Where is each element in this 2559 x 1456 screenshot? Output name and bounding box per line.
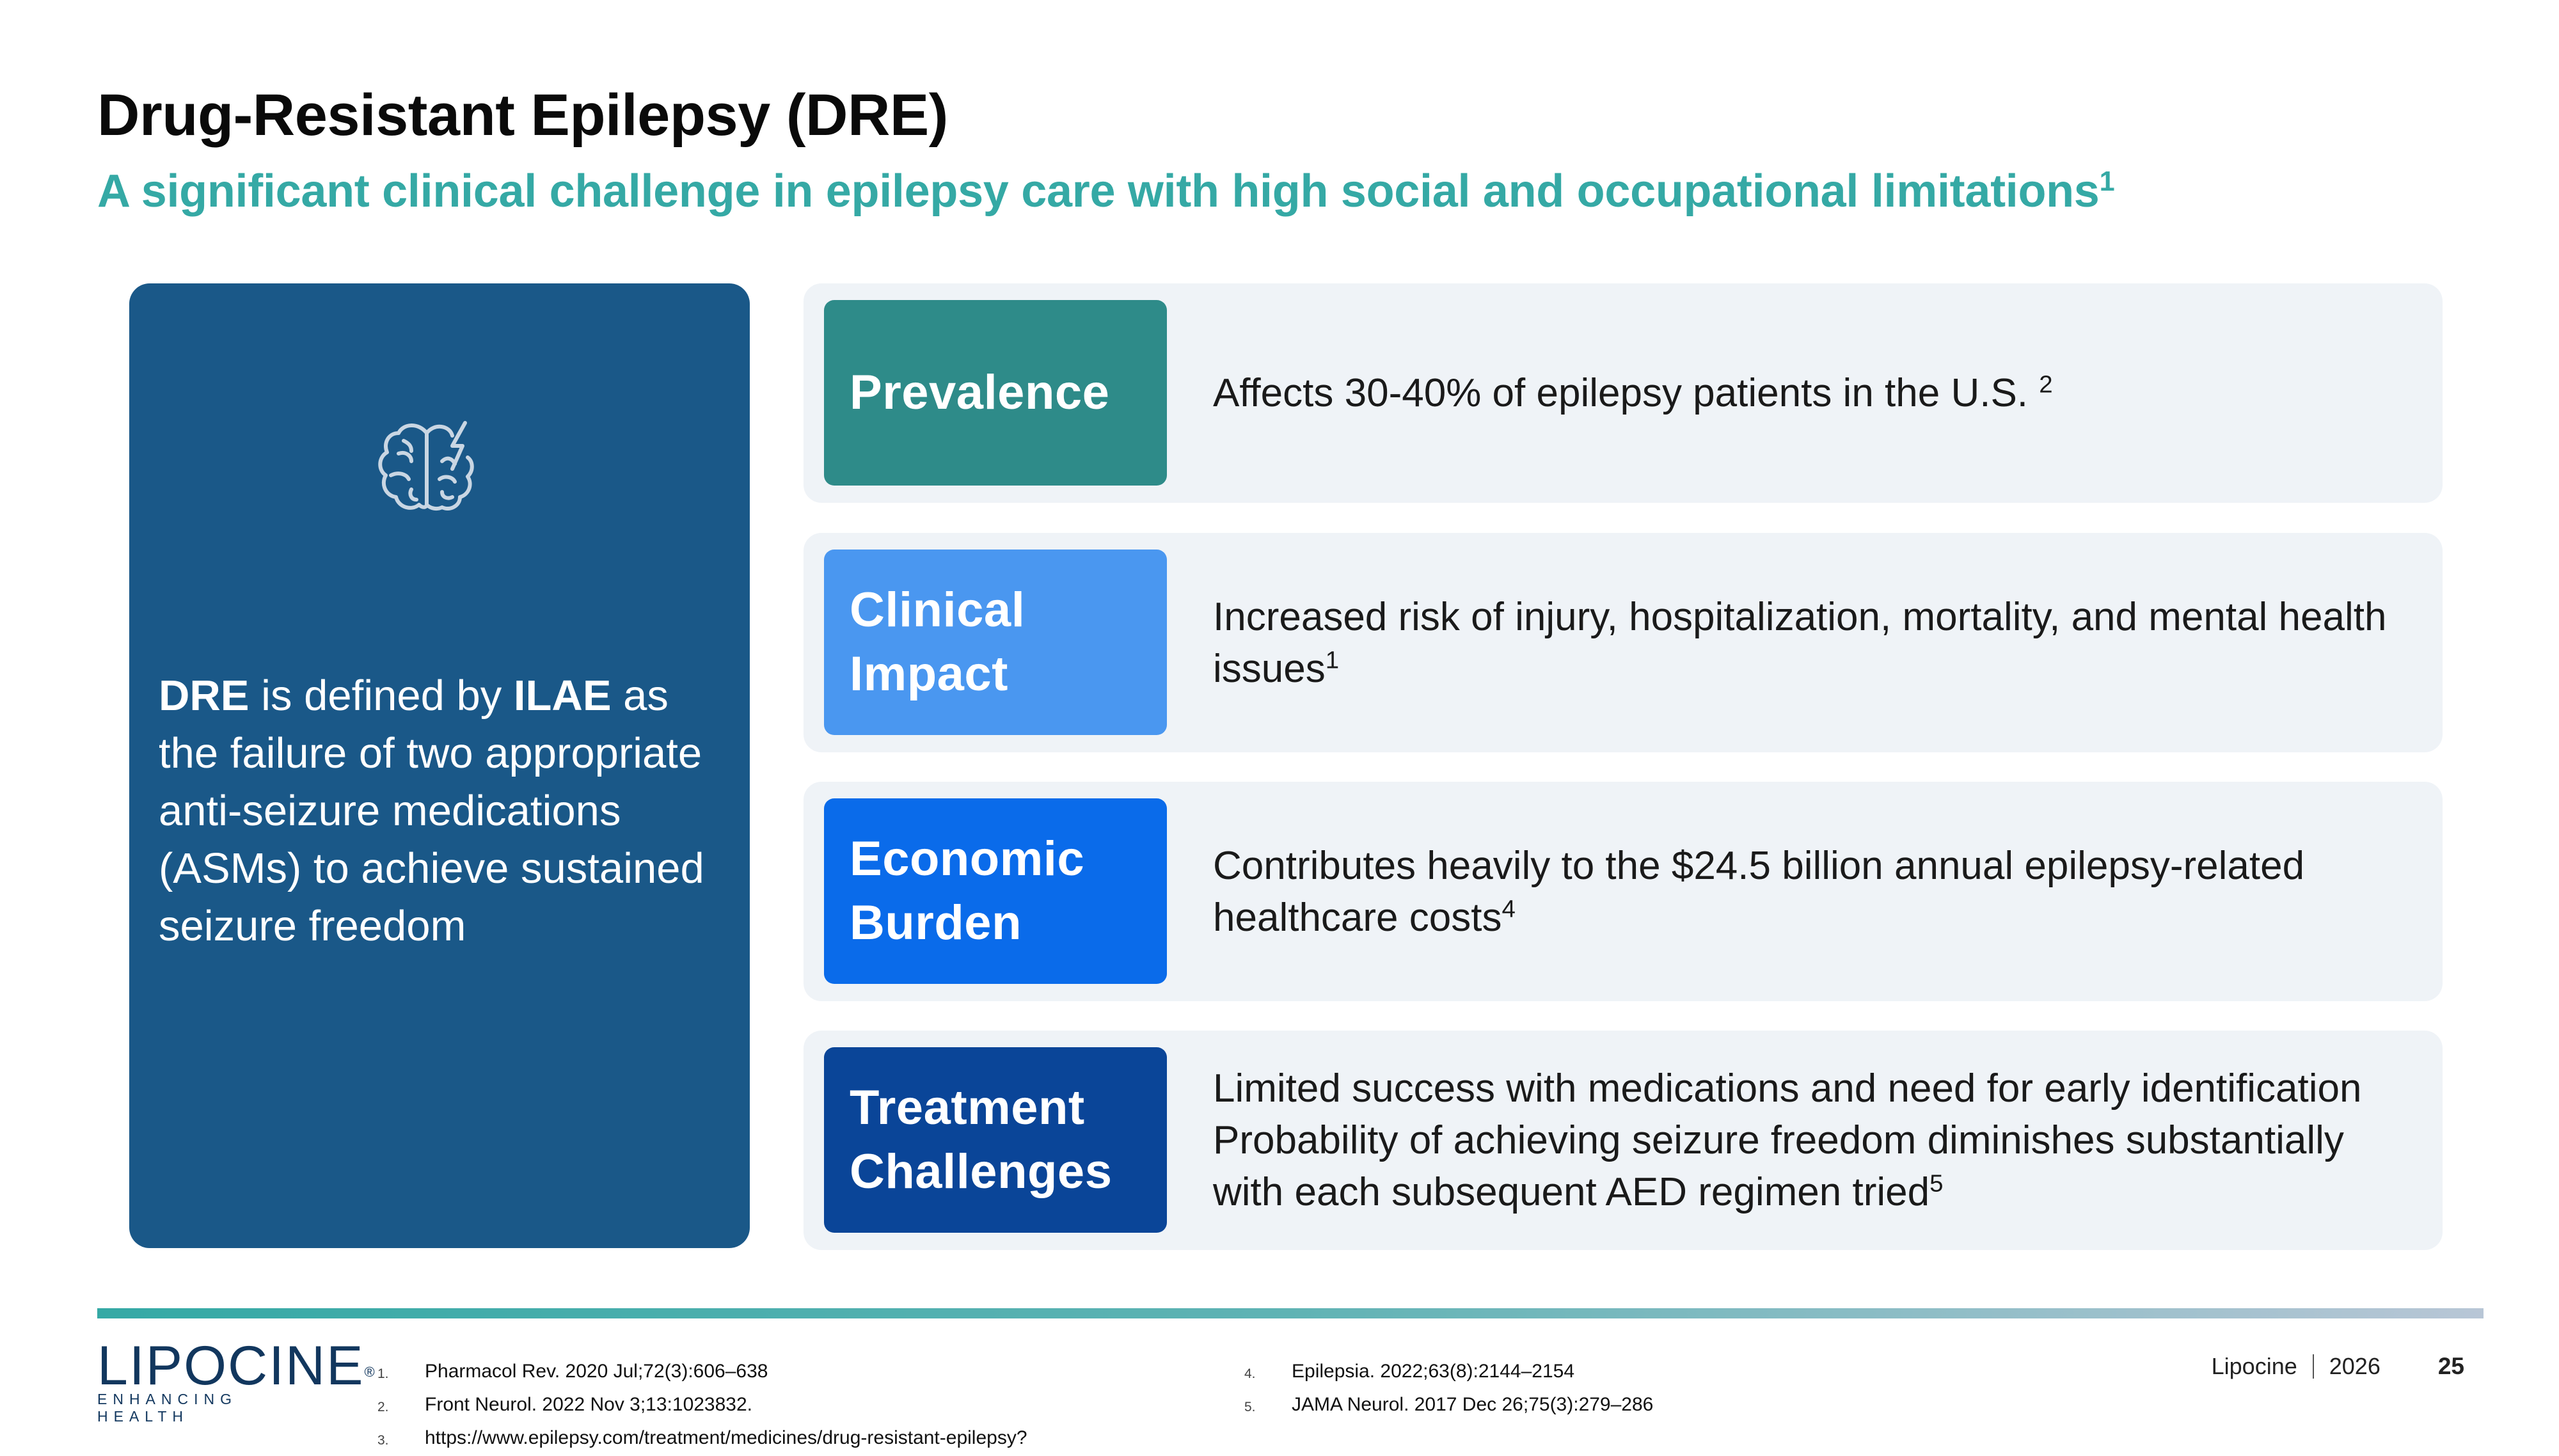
subtitle-text: A significant clinical challenge in epil… [97,166,2100,217]
reference-item: 1. Pharmacol Rev. 2020 Jul;72(3):606–638 [377,1356,1027,1389]
reference-item: 5. JAMA Neurol. 2017 Dec 26;75(3):279–286 [1244,1389,1653,1423]
footnote-marker: 5 [1929,1169,1944,1198]
ilae-term: ILAE [513,672,612,720]
dre-term: DRE [159,672,250,720]
footnote-marker: 2 [2039,370,2053,399]
brain-lightning-icon [378,421,474,511]
reference-text: Front Neurol. 2022 Nov 3;13:1023832. [425,1394,753,1415]
company-logo: LIPOCINE® ENHANCING HEALTH [97,1337,375,1425]
reference-number: 4. [1244,1366,1256,1381]
footer-year: 2026 [2329,1353,2381,1379]
footer-meta: Lipocine 2026 25 [2212,1353,2464,1380]
reference-link[interactable]: https://www.epilepsy.com/treatment/medic… [425,1427,1027,1448]
row-description: Affects 30-40% of epilepsy patients in t… [1213,283,2391,503]
reference-text: Pharmacol Rev. 2020 Jul;72(3):606–638 [425,1361,768,1382]
reference-number: 2. [377,1400,389,1414]
definition-panel: DRE is defined by ILAE as the failure of… [129,283,750,1248]
tag-economic-burden: Economic Burden [824,798,1167,984]
tag-prevalence: Prevalence [824,300,1167,486]
row-description: Limited success with medications and nee… [1213,1031,2391,1250]
logo-word: LIPOCINE [97,1335,365,1397]
row-prevalence: Prevalence Affects 30-40% of epilepsy pa… [804,283,2443,503]
footnote-marker: 4 [1501,894,1516,922]
reference-text: Epilepsia. 2022;63(8):2144–2154 [1292,1361,1575,1382]
reference-item[interactable]: 3. https://www.epilepsy.com/treatment/med… [377,1423,1027,1456]
row-treatment-challenges: Treatment Challenges Limited success wit… [804,1031,2443,1250]
footer-separator [2312,1354,2314,1379]
footer-company: Lipocine [2211,1353,2297,1379]
subtitle-footnote: 1 [2099,166,2115,197]
tag-label: Prevalence [850,365,1110,420]
row-description: Contributes heavily to the $24.5 billion… [1213,782,2391,1001]
footnote-marker: 1 [1325,645,1340,674]
tag-treatment-challenges: Treatment Challenges [824,1047,1167,1233]
economic-burden-text: Contributes heavily to the $24.5 billion… [1213,843,2305,940]
tag-label: Economic Burden [850,832,1085,950]
reference-number: 3. [377,1433,389,1448]
reference-text: JAMA Neurol. 2017 Dec 26;75(3):279–286 [1292,1394,1654,1415]
reference-item: 4. Epilepsia. 2022;63(8):2144–2154 [1244,1356,1653,1389]
row-clinical-impact: Clinical Impact Increased risk of injury… [804,533,2443,752]
page-number: 25 [2437,1353,2464,1379]
definition-text-2: as the failure of two appropriate anti-s… [159,672,704,950]
tag-clinical-impact: Clinical Impact [824,550,1167,735]
reference-number: 5. [1244,1400,1256,1414]
row-economic-burden: Economic Burden Contributes heavily to t… [804,782,2443,1001]
row-description: Increased risk of injury, hospitalizatio… [1213,533,2391,752]
reference-item: 2. Front Neurol. 2022 Nov 3;13:1023832. [377,1389,1027,1423]
references-right: 4. Epilepsia. 2022;63(8):2144–2154 5. JAMA… [1244,1356,1653,1423]
tag-label: Clinical Impact [850,583,1026,701]
logo-wordmark: LIPOCINE® [97,1337,375,1395]
references-left: 1. Pharmacol Rev. 2020 Jul;72(3):606–638 … [377,1356,1027,1456]
prevalence-text: Affects 30-40% of epilepsy patients in t… [1213,371,2040,415]
slide-title: Drug-Resistant Epilepsy (DRE) [97,83,948,148]
slide-subtitle: A significant clinical challenge in epil… [97,165,2115,218]
treatment-text-2: Probability of achieving seizure freedom… [1213,1118,2344,1214]
logo-tm: ® [364,1364,376,1380]
treatment-text-1: Limited success with medications and nee… [1213,1066,2362,1111]
logo-tagline: ENHANCING HEALTH [97,1391,238,1425]
footer-divider [97,1308,2484,1318]
clinical-impact-text: Increased risk of injury, hospitalizatio… [1213,594,2387,691]
definition-text-1: is defined by [249,672,514,720]
reference-number: 1. [377,1366,389,1381]
dre-definition: DRE is defined by ILAE as the failure of… [159,667,722,955]
tag-label: Treatment Challenges [850,1080,1113,1199]
